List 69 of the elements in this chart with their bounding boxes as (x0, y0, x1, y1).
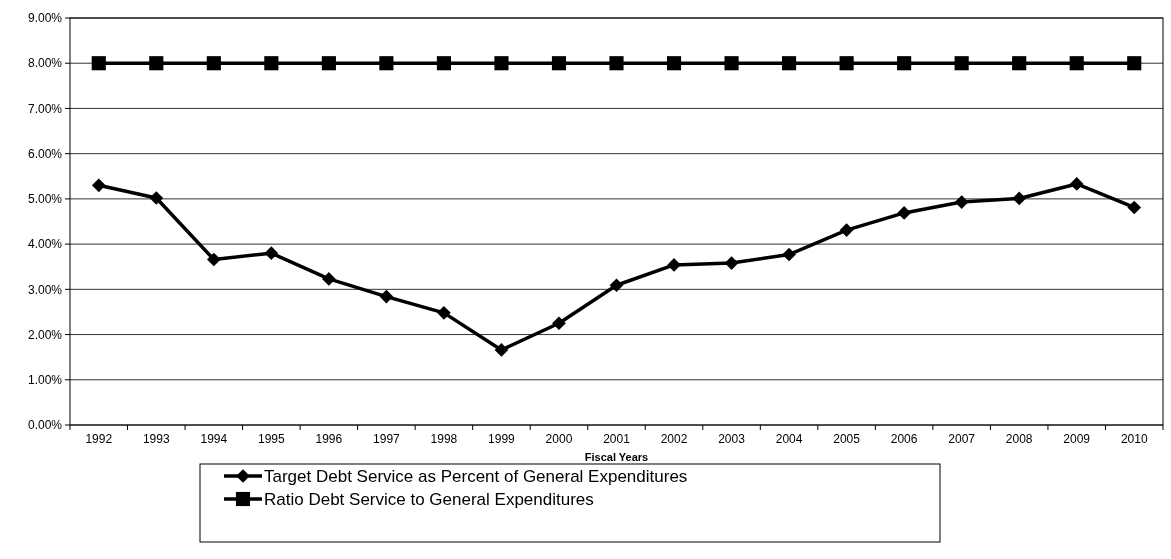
x-tick-label: 1992 (85, 432, 113, 446)
point (1012, 56, 1027, 71)
x-tick-label: 1996 (315, 432, 343, 446)
point (91, 56, 106, 71)
point (609, 278, 624, 293)
x-tick-label: 1993 (142, 432, 170, 446)
point (724, 56, 739, 71)
point (1069, 177, 1084, 191)
x-tick-label: 2010 (1120, 432, 1148, 446)
point (954, 195, 969, 209)
y-tick-label: 8.00% (27, 56, 63, 71)
point (264, 56, 279, 71)
x-axis-title: Fiscal Years (584, 451, 649, 463)
point (1127, 200, 1142, 215)
point (264, 246, 279, 260)
point (551, 56, 567, 71)
point (839, 56, 854, 71)
y-tick-label: 9.00% (27, 11, 63, 26)
x-tick-label: 1997 (373, 432, 401, 446)
point (206, 56, 221, 71)
point (897, 56, 912, 71)
x-tick-label: 2008 (1005, 432, 1033, 446)
y-tick-label: 0.00% (27, 418, 63, 433)
point (494, 343, 509, 357)
x-tick-label: 2009 (1063, 432, 1091, 446)
y-tick-label: 6.00% (27, 146, 63, 161)
x-tick-label: 2000 (545, 432, 573, 446)
x-tick-label: 1999 (488, 432, 516, 446)
point (379, 289, 394, 304)
point (782, 56, 797, 71)
point (321, 56, 336, 71)
point (437, 306, 451, 320)
point (149, 56, 164, 71)
y-tick-label: 4.00% (27, 237, 63, 252)
point (1127, 56, 1142, 71)
point (91, 178, 106, 193)
y-tick-label: 7.00% (27, 101, 63, 116)
point (954, 56, 969, 71)
point (552, 316, 566, 331)
point (149, 191, 164, 205)
point (494, 56, 509, 71)
point (897, 206, 911, 220)
point (379, 56, 394, 71)
y-tick-label: 2.00% (27, 327, 63, 342)
point (666, 56, 682, 71)
x-tick-label: 1995 (257, 432, 286, 446)
x-tick-label: 1994 (200, 432, 228, 446)
point (609, 56, 624, 71)
x-tick-label: 2006 (890, 432, 918, 446)
x-tick-label: 2007 (948, 432, 976, 446)
point (322, 272, 336, 286)
x-tick-label: 2004 (775, 432, 803, 446)
y-tick-label: 1.00% (27, 372, 63, 387)
y-tick-label: 3.00% (27, 282, 63, 297)
legend-label: Ratio Debt Service to General Expenditures (264, 489, 594, 509)
point (1012, 191, 1027, 206)
x-tick-label: 2002 (660, 432, 688, 446)
point (1069, 56, 1084, 71)
point (206, 252, 221, 267)
legend-label: Target Debt Service as Percent of General Expenditures (264, 466, 688, 486)
x-tick-label: 2001 (603, 432, 631, 446)
y-tick-label: 5.00% (27, 192, 63, 207)
point (436, 56, 451, 71)
x-tick-label: 2003 (718, 432, 746, 446)
x-tick-label: 1998 (430, 432, 458, 446)
x-tick-label: 2005 (833, 432, 861, 446)
point (782, 247, 796, 262)
point (724, 256, 739, 270)
point (839, 223, 854, 237)
